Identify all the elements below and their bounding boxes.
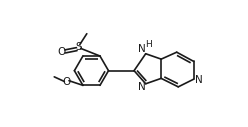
- Text: N: N: [194, 75, 202, 85]
- Text: O: O: [58, 47, 66, 57]
- Text: H: H: [145, 40, 151, 49]
- Text: O: O: [62, 77, 71, 87]
- Text: S: S: [76, 42, 82, 52]
- Text: N: N: [138, 82, 146, 92]
- Text: N: N: [138, 44, 146, 54]
